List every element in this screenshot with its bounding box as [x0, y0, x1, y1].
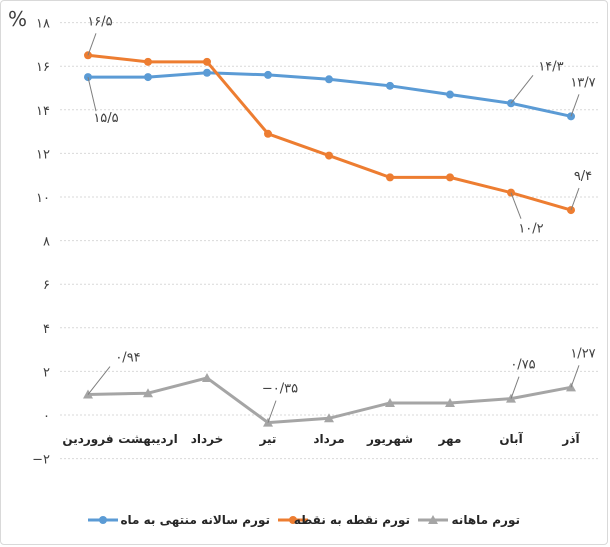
data-label: ۹/۴ [574, 169, 592, 184]
data-point-marker [203, 68, 211, 77]
data-label: ۱/۲۷ [570, 346, 595, 361]
x-category-label: خرداد [191, 432, 224, 446]
y-tick-label: ۴ [43, 322, 50, 337]
data-label: ۱۴/۳ [538, 59, 563, 74]
legend-label: تورم ماهانه [452, 513, 520, 528]
data-point-marker [203, 57, 211, 66]
legend-item: تورم ماهانه [418, 513, 520, 528]
data-point-marker [386, 81, 394, 90]
data-label: −۰/۳۵ [262, 382, 298, 397]
x-category-label: مرداد [313, 432, 344, 446]
data-point-marker [143, 388, 153, 398]
data-point-marker [264, 70, 272, 79]
data-label-leader-line [570, 94, 580, 117]
data-label-leader-line [87, 33, 97, 56]
data-point-marker [202, 372, 212, 382]
y-tick-label: ۸ [43, 235, 50, 250]
legend-label: تورم نقطه به نقطه [294, 513, 410, 528]
legend-marker [289, 516, 297, 524]
legend-item: تورم سالانه منتهی به ماه [88, 513, 270, 528]
data-point-marker [264, 129, 272, 138]
y-tick-label: ۱۶ [36, 60, 50, 75]
data-label: ۱۳/۷ [570, 75, 595, 90]
data-label-leader-line [87, 366, 111, 395]
data-label-leader-line [510, 192, 522, 219]
data-label-leader-line [87, 76, 97, 112]
data-point-marker [144, 73, 152, 82]
legend-marker [428, 515, 438, 524]
legend-marker [99, 516, 107, 524]
legend-label: تورم سالانه منتهی به ماه [120, 513, 270, 528]
data-label: ۱۵/۵ [93, 111, 118, 126]
data-point-marker [325, 75, 333, 84]
x-category-label: آذر [561, 431, 580, 446]
y-tick-label: ۶ [43, 278, 50, 293]
y-tick-label: ۱۲ [36, 147, 50, 162]
data-label: ۰/۷۵ [510, 358, 535, 373]
data-label-leader-line [570, 187, 580, 211]
data-label: ۱۶/۵ [87, 14, 112, 29]
data-label-leader-line [570, 365, 580, 388]
data-label-leader-line [510, 74, 534, 104]
legend-item: تورم نقطه به نقطه [278, 513, 410, 528]
y-tick-label: ۱۰ [36, 191, 50, 206]
data-point-marker [445, 398, 455, 408]
x-category-label: شهریور [366, 432, 413, 447]
x-category-label: مهر [438, 432, 462, 446]
data-point-marker [446, 173, 454, 182]
y-tick-label: −۲ [32, 453, 50, 468]
data-label: ۱۰/۲ [518, 222, 543, 237]
x-category-label: اردیبهشت [118, 432, 177, 446]
data-label: ۰/۹۴ [115, 351, 140, 366]
data-point-marker [385, 398, 395, 408]
y-tick-label: ۲ [43, 365, 50, 380]
y-tick-label: ۱۸ [36, 17, 50, 32]
data-point-marker [324, 413, 334, 423]
x-category-label: تیر [259, 432, 277, 446]
data-point-marker [144, 57, 152, 66]
y-tick-label: ۱۴ [36, 104, 50, 119]
data-label-leader-line [510, 376, 520, 399]
y-axis-unit-label: % [8, 7, 27, 31]
y-tick-label: ۰ [43, 409, 50, 424]
data-point-marker [386, 173, 394, 182]
x-category-label: فروردین [62, 432, 113, 447]
data-point-marker [446, 90, 454, 99]
x-category-label: آبان [499, 431, 523, 446]
data-point-marker [325, 151, 333, 160]
data-label-leader-line [267, 400, 277, 423]
